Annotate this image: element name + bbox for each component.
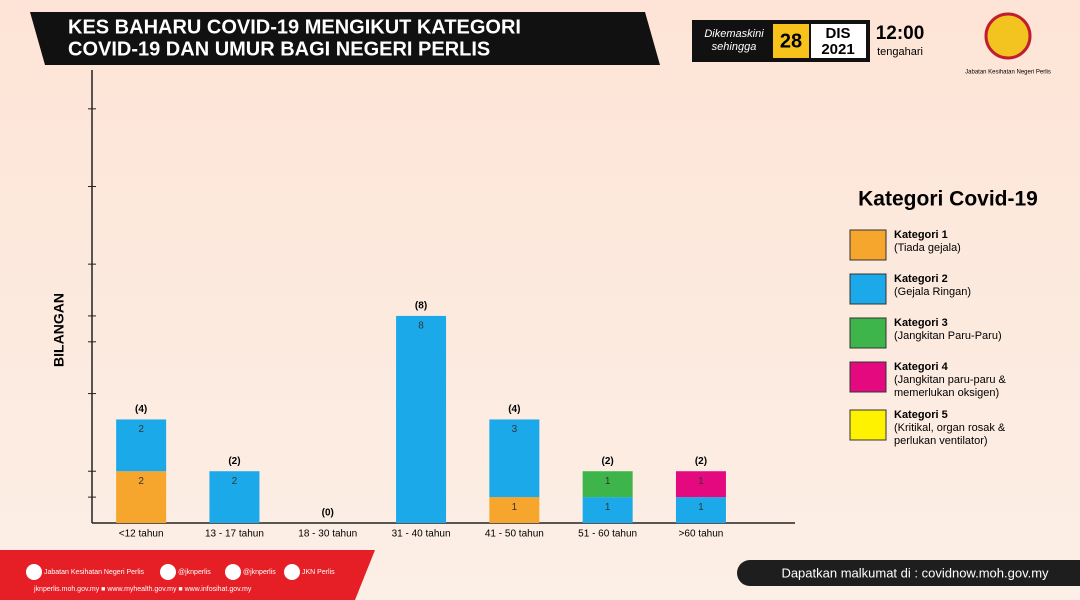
legend-description: perlukan ventilator) [894,435,988,447]
title: KES BAHARU COVID-19 MENGIKUT KATEGORI [68,16,521,38]
segment-label: 1 [698,502,704,513]
bar-segment [116,419,167,472]
icon [26,564,42,580]
x-tick-label: 18 - 30 tahun [298,529,357,540]
info-banner [737,560,1080,586]
x-tick-label: >60 tahun [679,529,724,540]
segment-label: 1 [605,502,611,513]
title-banner [30,12,660,65]
bar-segment [582,471,633,498]
legend-description: (Kritikal, organ rosak & [894,422,1006,434]
legend-name: Kategori 3 [894,317,948,329]
footer-info: Dapatkan malkumat di : covidnow.moh.gov.… [781,565,1049,580]
legend-description: (Jangkitan Paru-Paru) [894,330,1002,342]
bar-segment [209,471,260,523]
logo [984,12,1032,60]
legend-description: (Tiada gejala) [894,242,961,254]
total-label: (2) [228,456,240,467]
x-tick-label: 51 - 60 tahun [578,529,637,540]
legend-description: memerlukan oksigen) [894,387,999,399]
total-label: (4) [508,404,520,415]
info-banner [1060,560,1080,586]
segment-label: 2 [232,476,238,487]
segment-label: 1 [698,476,704,487]
title: COVID-19 DAN UMUR BAGI NEGERI PERLIS [68,38,490,60]
legend-name: Kategori 5 [894,409,948,421]
updated-label: sehingga [712,41,757,53]
department: Jabatan Kesihatan Negeri Perlis [965,70,1051,76]
segment-label: 1 [605,476,611,487]
segment-label: 8 [418,321,424,332]
segment-label: 2 [138,424,144,435]
footer-youtube: JKN Perlis [302,569,335,576]
legend-swatch [849,409,887,441]
legend-swatch [849,361,887,393]
bar-segment [675,497,726,523]
segment-label: 2 [138,476,144,487]
day: 28 [780,30,802,52]
x-tick-label: 31 - 40 tahun [392,529,451,540]
legend-swatch [849,229,887,261]
legend-name: Kategori 1 [894,229,948,241]
x-tick-label: 41 - 50 tahun [485,529,544,540]
y-axis-label: BILANGAN [51,293,67,367]
total-label: (0) [322,508,334,519]
legend-description: (Gejala Ringan) [894,286,971,298]
x-tick-label: 13 - 17 tahun [205,529,264,540]
footer-websites: jknperlis.moh.gov.my ■ www.myhealth.gov.… [33,586,252,593]
footer-facebook: Jabatan Kesihatan Negeri Perlis [44,569,145,576]
bar-segment [396,315,447,523]
icon [225,564,241,580]
total-label: (2) [695,456,707,467]
legend-description: (Jangkitan paru-paru & [894,374,1007,386]
day-box [773,24,809,58]
updated-label: Dikemaskini [704,28,764,40]
icon [284,564,300,580]
legend-swatch [849,317,887,349]
segment-label: 3 [512,424,518,435]
total-label: (4) [135,404,147,415]
footer-banner [0,550,375,600]
x-tick-label: <12 tahun [119,529,164,540]
segment-label: 1 [512,502,518,513]
year: 2021 [821,41,854,58]
bar-segment [116,471,167,523]
icon [160,564,176,580]
bar-segment [675,471,726,498]
time-note: tengahari [877,46,923,58]
footer-instagram: @jknperlis [243,569,276,576]
footer-twitter: @jknperlis [178,569,211,576]
time: 12:00 [876,23,925,44]
bar-segment [489,497,540,523]
month-box [811,24,866,58]
bar-segment [489,419,540,498]
total-label: (8) [415,301,427,312]
total-label: (2) [602,456,614,467]
bar-segment [582,497,633,523]
legend-name: Kategori 2 [894,273,948,285]
legend-swatch [849,273,887,305]
month: DIS [825,25,850,42]
legend-title: Kategori Covid-19 [858,188,1038,211]
legend-name: Kategori 4 [894,361,949,373]
